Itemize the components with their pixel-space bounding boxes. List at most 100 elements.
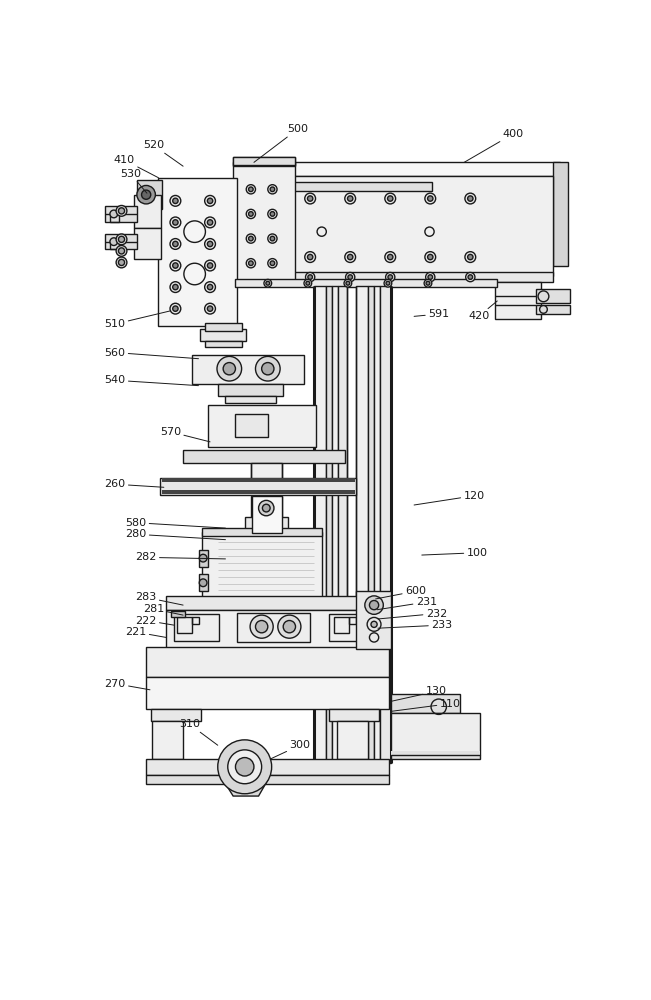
Bar — [329, 614, 376, 641]
Circle shape — [170, 303, 181, 314]
Circle shape — [465, 272, 475, 282]
Circle shape — [278, 615, 301, 638]
Bar — [233, 157, 295, 166]
Text: 222: 222 — [135, 615, 174, 626]
Text: 570: 570 — [160, 427, 210, 442]
Circle shape — [268, 259, 277, 268]
Bar — [146, 759, 389, 774]
Bar — [374, 286, 380, 763]
Circle shape — [270, 187, 275, 192]
Text: 400: 400 — [464, 129, 524, 162]
Bar — [161, 490, 355, 494]
Circle shape — [468, 275, 473, 279]
Circle shape — [118, 259, 124, 266]
Circle shape — [387, 254, 393, 260]
Bar — [391, 713, 480, 755]
Bar — [536, 305, 570, 314]
Circle shape — [173, 306, 178, 311]
Text: 120: 120 — [414, 491, 484, 505]
Circle shape — [246, 185, 255, 194]
Bar — [146, 677, 389, 709]
Circle shape — [371, 621, 377, 627]
Circle shape — [388, 275, 393, 279]
Text: 282: 282 — [135, 552, 225, 562]
Text: 520: 520 — [143, 140, 183, 166]
Circle shape — [369, 600, 379, 610]
Circle shape — [268, 234, 277, 243]
Text: 280: 280 — [126, 529, 225, 540]
Bar — [368, 286, 374, 763]
Bar — [237, 162, 561, 176]
Circle shape — [262, 363, 274, 375]
Circle shape — [307, 196, 313, 201]
Bar — [253, 496, 282, 533]
Bar — [251, 496, 282, 517]
Circle shape — [118, 236, 124, 242]
Circle shape — [208, 284, 213, 290]
Bar — [146, 647, 389, 677]
Text: 500: 500 — [254, 124, 308, 162]
Circle shape — [223, 363, 236, 375]
Bar — [338, 286, 347, 763]
Bar — [158, 178, 237, 326]
Circle shape — [246, 234, 255, 243]
Bar — [183, 450, 345, 463]
Circle shape — [199, 579, 207, 587]
Bar — [329, 709, 380, 721]
Circle shape — [173, 263, 178, 268]
Bar — [199, 550, 208, 567]
Bar — [200, 329, 246, 341]
Circle shape — [268, 185, 277, 194]
Circle shape — [204, 239, 215, 249]
Text: 310: 310 — [179, 719, 217, 745]
Text: 110: 110 — [391, 699, 460, 711]
Circle shape — [348, 275, 352, 279]
Circle shape — [208, 198, 213, 204]
Circle shape — [268, 209, 277, 219]
Text: 530: 530 — [120, 169, 147, 193]
Polygon shape — [391, 751, 480, 755]
Circle shape — [344, 279, 352, 287]
Bar — [233, 162, 295, 286]
Bar — [160, 478, 356, 495]
Bar — [208, 405, 316, 447]
Circle shape — [424, 279, 432, 287]
Circle shape — [467, 196, 473, 201]
Circle shape — [387, 196, 393, 201]
Circle shape — [386, 281, 390, 285]
Bar — [166, 610, 387, 648]
Circle shape — [217, 356, 242, 381]
Circle shape — [173, 198, 178, 204]
Circle shape — [170, 282, 181, 292]
Circle shape — [208, 241, 213, 247]
Bar — [152, 721, 183, 759]
Text: 270: 270 — [105, 679, 150, 690]
Circle shape — [426, 272, 435, 282]
Circle shape — [262, 504, 270, 512]
Circle shape — [170, 195, 181, 206]
Circle shape — [538, 291, 549, 302]
Circle shape — [204, 260, 215, 271]
Circle shape — [346, 281, 350, 285]
Circle shape — [170, 239, 181, 249]
Text: 540: 540 — [105, 375, 199, 386]
Circle shape — [118, 208, 124, 214]
Text: 510: 510 — [105, 311, 170, 329]
Circle shape — [308, 275, 312, 279]
Circle shape — [385, 193, 396, 204]
Bar — [251, 463, 282, 490]
Text: 221: 221 — [126, 627, 166, 637]
Text: 100: 100 — [422, 548, 488, 558]
Bar — [137, 180, 161, 209]
Circle shape — [116, 246, 127, 256]
Circle shape — [204, 217, 215, 228]
Circle shape — [249, 236, 253, 241]
Circle shape — [305, 272, 315, 282]
Circle shape — [204, 195, 215, 206]
Bar — [204, 341, 242, 347]
Text: 420: 420 — [468, 301, 497, 321]
Bar — [237, 613, 310, 642]
Circle shape — [118, 248, 124, 254]
Circle shape — [141, 190, 151, 199]
Bar — [380, 286, 391, 763]
